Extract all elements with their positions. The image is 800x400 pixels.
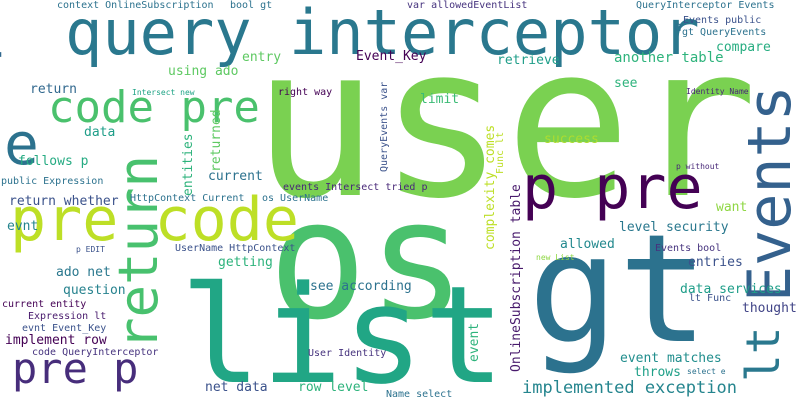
cloud-word: events Intersect tried p [283,182,428,193]
cloud-word: data services [680,282,782,297]
cloud-word: throws [634,365,681,380]
cloud-word: evnt [7,219,39,234]
cloud-word: entries [688,255,743,270]
cloud-word: implement row [5,333,107,348]
cloud-word: gt [0,10,12,73]
cloud-word: ado net [56,265,111,280]
cloud-word: os [268,164,467,356]
cloud-word: gt QueryEvents [682,27,767,38]
cloud-word: p pre [522,153,703,223]
cloud-word: Func lt [495,131,506,174]
cloud-word: success [544,132,599,147]
cloud-word: code pre [48,82,260,133]
cloud-word: User Identity [308,348,387,359]
cloud-word: event [467,322,482,362]
cloud-word: UserName HttpContext [175,243,296,254]
cloud-word: pre code [10,185,299,255]
cloud-word: Events public [683,15,762,26]
cloud-word: HttpContext Current [130,193,245,204]
cloud-word: context OnlineSubscription [57,0,214,11]
cloud-word: Identity Name [686,87,749,96]
cloud-word: see [614,76,638,91]
cloud-word: evnt Event_Key [22,323,107,334]
cloud-word: limit [420,92,460,107]
cloud-word: Event_Key [356,49,427,64]
cloud-word: Events [735,85,800,302]
cloud-word: return [107,154,170,350]
cloud-word: pre p [12,344,139,393]
cloud-word: allowed [560,237,615,252]
cloud-word: entities [181,133,196,196]
cloud-word: user [252,0,758,245]
cloud-word: gt [528,203,709,377]
cloud-word: current entity [2,299,87,310]
cloud-word: question [63,283,126,298]
cloud-word: OnlineSubscription table [509,184,524,372]
cloud-word: p without [676,162,720,171]
cloud-word: lt [736,326,790,382]
cloud-word: bool gt [230,0,273,11]
cloud-word: level security [619,220,729,235]
cloud-word: Intersect new [132,88,195,97]
cloud-word: net data [205,380,268,395]
cloud-word: getting [218,255,273,270]
cloud-word: row level [298,380,369,395]
cloud-word: thought [742,301,797,316]
cloud-word: entry [242,50,282,65]
cloud-word: using ado [168,64,239,79]
cloud-word: new List [536,253,575,262]
cloud-word: query interceptor [65,0,700,69]
cloud-word: data [84,125,116,140]
cloud-word: retrieve [497,53,560,68]
cloud-word: return whether [9,194,119,209]
cloud-word: list [180,257,506,400]
cloud-word: e [4,110,39,178]
cloud-word: var allowedEventList [407,0,528,11]
cloud-word: public Expression [1,176,104,187]
cloud-word: follows p [18,154,89,169]
cloud-word: right way [278,87,333,98]
cloud-word: want [716,200,748,215]
cloud-word: compare [716,40,771,55]
cloud-word: QueryInterceptor Events [636,0,775,11]
cloud-word: code QueryInterceptor [32,347,159,358]
cloud-word: another table [614,50,724,66]
cloud-word: event matches [620,351,722,366]
cloud-word: Expression lt [28,311,107,322]
cloud-word: os UserName [262,193,329,204]
cloud-word: Name select [386,389,453,400]
cloud-word: Events bool [655,243,722,254]
cloud-word: current [208,169,263,184]
cloud-word: select e [687,367,726,376]
cloud-word: p EDIT [76,245,105,254]
cloud-word: QueryEvents var [379,81,390,172]
cloud-word: lt Func [689,293,732,304]
cloud-word: returned [209,109,224,172]
cloud-word: e [674,20,682,35]
cloud-word: see according [310,279,412,294]
cloud-word: return [30,82,77,97]
cloud-word: implemented exception [522,378,737,398]
